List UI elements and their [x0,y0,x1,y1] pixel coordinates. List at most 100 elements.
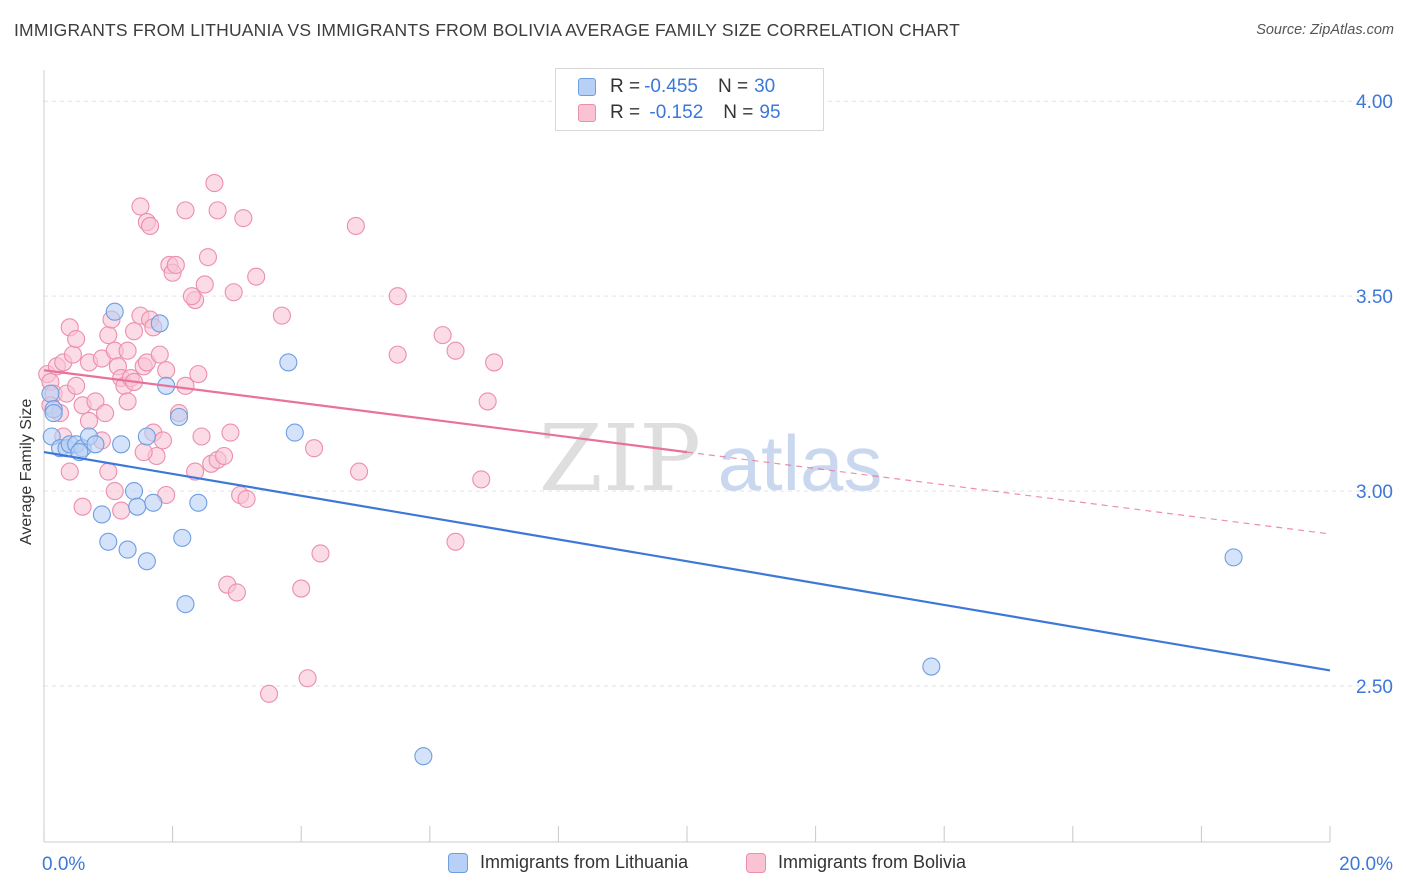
legend-row-lithuania: R = -0.455 N = 30 [578,75,775,99]
point-lithuania [112,435,131,454]
point-bolivia [131,197,150,216]
legend-swatch-lithuania [578,78,596,96]
point-bolivia [478,392,497,411]
series-legend-bolivia[interactable]: Immigrants from Bolivia [746,852,966,873]
point-bolivia [73,497,92,516]
point-lithuania [137,552,156,571]
point-bolivia [234,209,253,228]
point-bolivia [388,287,407,306]
point-bolivia [198,248,218,267]
point-bolivia [195,275,214,294]
point-lithuania [285,423,304,442]
point-lithuania [144,493,163,512]
legend-n-label: N = [717,76,749,97]
point-bolivia [105,482,124,501]
point-bolivia [79,411,99,430]
point-lithuania [44,404,63,423]
series-swatch-bolivia [746,852,766,873]
point-lithuania [414,747,433,766]
point-bolivia [67,329,86,349]
point-bolivia [99,326,118,345]
point-bolivia [472,470,491,489]
series-label-lithuania: Immigrants from Lithuania [480,852,689,872]
point-lithuania [41,384,60,403]
point-bolivia [311,544,330,563]
legend-r-value: -0.455 [644,76,698,97]
point-lithuania [176,595,195,614]
point-bolivia [176,201,195,220]
point-bolivia [214,446,234,466]
tick-labels: 4.00 3.50 3.00 2.50 0.0% 20.0% [42,92,1393,875]
point-bolivia [433,326,452,345]
point-bolivia [118,392,137,411]
chart-title: IMMIGRANTS FROM LITHUANIA VS IMMIGRANTS … [14,20,960,40]
points [38,174,1243,766]
point-lithuania [189,493,208,512]
trend-line-lithuania [43,451,1331,672]
legend-r-label: R = [610,102,641,123]
y-axis-label-wrap: Average Family Size [18,399,38,745]
watermark-atlas: atlas [718,419,883,507]
source-label: Source: ZipAtlas.com [1256,22,1394,38]
point-bolivia [67,376,86,395]
y-tick-label: 2.50 [1356,677,1393,698]
point-lithuania [279,353,298,372]
point-bolivia [298,669,317,688]
legend-r-label: R = [610,76,641,97]
x-tick-label: 20.0% [1339,854,1393,875]
y-tick-label: 4.00 [1356,92,1393,113]
point-bolivia [157,361,176,380]
point-bolivia [182,287,201,306]
point-bolivia [272,306,291,325]
legend-swatch-bolivia [578,104,596,122]
point-bolivia [205,174,224,193]
point-bolivia [134,443,153,462]
stats-legend: R = -0.455 N = 30 R = -0.152 N = 95 [555,68,824,131]
legend-row-bolivia: R = -0.152 N = 95 [578,101,781,125]
point-bolivia [259,684,279,703]
point-bolivia [153,431,173,450]
point-bolivia [63,345,82,364]
y-tick-label: 3.50 [1356,287,1393,308]
point-bolivia [446,532,465,551]
point-bolivia [141,216,160,236]
point-bolivia [189,365,208,384]
point-bolivia [86,392,105,411]
point-lithuania [92,505,111,524]
legend-r-value: -0.152 [644,102,704,123]
series-legend: Immigrants from Lithuania Immigrants fro… [0,852,1406,878]
point-bolivia [292,579,311,598]
trend-line-bolivia [43,369,688,454]
point-lithuania [128,497,147,516]
series-legend-lithuania[interactable]: Immigrants from Lithuania [448,852,688,873]
point-bolivia [346,216,365,236]
series-swatch-lithuania [448,852,468,873]
point-lithuania [922,657,941,676]
point-bolivia [350,462,369,481]
gridlines [44,100,1395,687]
series-label-bolivia: Immigrants from Bolivia [778,852,967,872]
watermark-zip: ZIP [539,405,701,512]
point-bolivia [227,583,246,602]
y-axis-label: Average Family Size [18,398,35,545]
legend-n-value: 30 [754,76,776,97]
point-bolivia [60,462,79,481]
point-bolivia [118,341,137,360]
point-bolivia [112,501,131,520]
axes [43,70,1331,843]
point-bolivia [166,255,185,274]
point-bolivia [221,423,240,442]
point-lithuania [150,314,169,333]
point-bolivia [237,489,256,508]
point-bolivia [388,345,407,364]
trend-lines [43,369,1331,672]
point-bolivia [446,341,465,360]
point-bolivia [124,322,144,341]
point-lithuania [124,482,144,501]
point-lithuania [86,435,105,454]
legend-n-value: 95 [759,102,781,123]
point-lithuania [1224,548,1243,567]
point-bolivia [96,404,115,423]
point-lithuania [173,528,192,547]
